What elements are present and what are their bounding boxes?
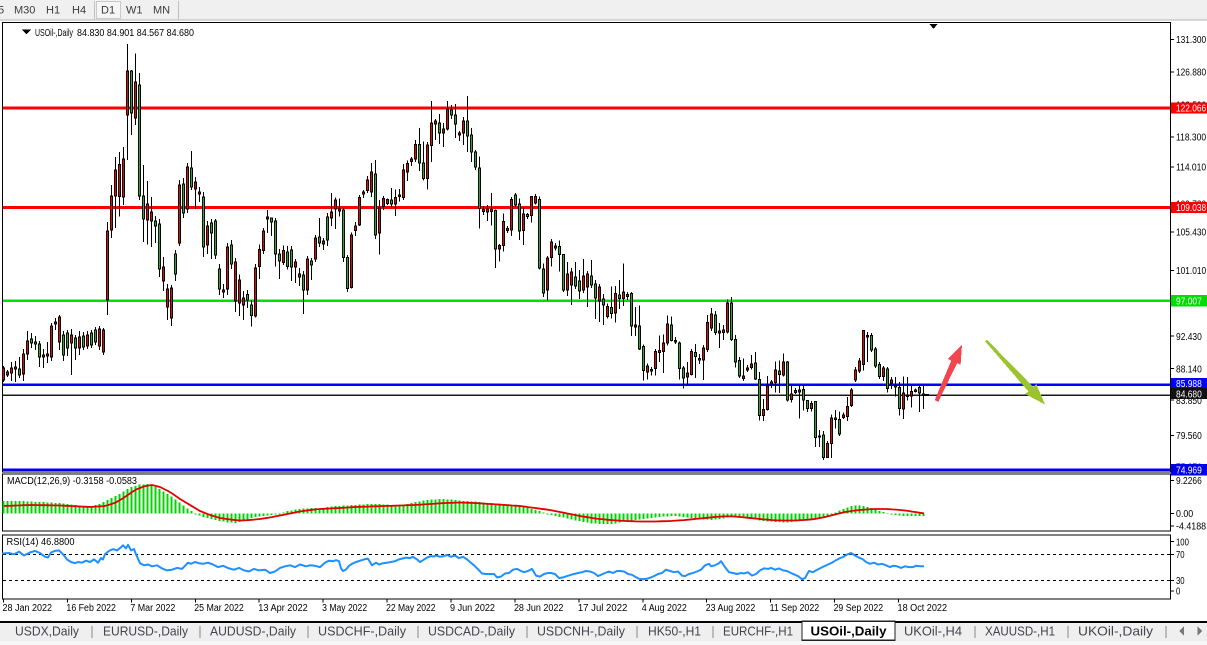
svg-text:5: 5 [0, 5, 4, 17]
svg-text:22 May 2022: 22 May 2022 [386, 603, 436, 614]
svg-text:AUDUSD-,Daily: AUDUSD-,Daily [210, 625, 297, 639]
svg-text:USDX,Daily: USDX,Daily [15, 625, 80, 639]
svg-text:H1: H1 [46, 5, 60, 17]
svg-text:UKOil-,H4: UKOil-,H4 [904, 625, 962, 639]
svg-text:XAUUSD-,H1: XAUUSD-,H1 [985, 625, 1055, 639]
svg-text:H4: H4 [72, 5, 86, 17]
svg-text:84.830 84.901 84.567 84.680: 84.830 84.901 84.567 84.680 [77, 27, 194, 39]
svg-text:USOil-,Daily: USOil-,Daily [35, 27, 73, 39]
svg-text:M30: M30 [14, 5, 35, 17]
svg-text:18 Oct 2022: 18 Oct 2022 [898, 603, 948, 614]
svg-text:118.300: 118.300 [1176, 133, 1206, 144]
svg-text:97.007: 97.007 [1176, 297, 1202, 308]
svg-text:D1: D1 [101, 5, 115, 17]
svg-text:9 Jun 2022: 9 Jun 2022 [450, 603, 495, 614]
svg-text:EURUSD-,Daily: EURUSD-,Daily [103, 625, 189, 639]
svg-text:UKOil-,Daily: UKOil-,Daily [1078, 625, 1154, 639]
svg-text:USDCAD-,Daily: USDCAD-,Daily [428, 625, 516, 639]
svg-text:29 Sep 2022: 29 Sep 2022 [834, 603, 884, 614]
svg-text:85.988: 85.988 [1176, 379, 1202, 390]
svg-text:USDCNH-,Daily: USDCNH-,Daily [537, 625, 626, 639]
svg-text:70: 70 [1176, 550, 1185, 561]
svg-text:17 Jul 2022: 17 Jul 2022 [578, 603, 628, 614]
svg-text:11 Sep 2022: 11 Sep 2022 [770, 603, 820, 614]
svg-text:100: 100 [1176, 537, 1189, 548]
svg-text:4 Aug 2022: 4 Aug 2022 [642, 603, 687, 614]
svg-text:122.066: 122.066 [1176, 104, 1206, 115]
svg-text:25 Mar 2022: 25 Mar 2022 [194, 603, 244, 614]
svg-text:28 Jan 2022: 28 Jan 2022 [3, 603, 53, 614]
svg-text:3 May 2022: 3 May 2022 [322, 603, 367, 614]
svg-text:74.969: 74.969 [1176, 466, 1202, 477]
svg-text:83.850: 83.850 [1176, 396, 1202, 407]
svg-text:109.038: 109.038 [1176, 203, 1206, 214]
svg-text:84.680: 84.680 [1176, 389, 1202, 400]
svg-text:13 Apr 2022: 13 Apr 2022 [258, 603, 308, 614]
svg-text:114.010: 114.010 [1176, 163, 1206, 174]
svg-text:131.300: 131.300 [1176, 35, 1206, 46]
svg-text:RSI(14) 46.8800: RSI(14) 46.8800 [7, 537, 75, 548]
svg-text:105.430: 105.430 [1176, 228, 1206, 239]
svg-text:0: 0 [1176, 587, 1181, 598]
svg-text:9.2266: 9.2266 [1176, 476, 1202, 487]
svg-text:101.010: 101.010 [1176, 266, 1206, 277]
svg-text:16 Feb 2022: 16 Feb 2022 [66, 603, 116, 614]
svg-text:92.430: 92.430 [1176, 332, 1202, 343]
svg-text:HK50-,H1: HK50-,H1 [648, 625, 701, 639]
svg-text:MN: MN [153, 5, 170, 17]
svg-text:7 Mar 2022: 7 Mar 2022 [130, 603, 175, 614]
svg-text:28 Jun 2022: 28 Jun 2022 [514, 603, 564, 614]
svg-text:W1: W1 [126, 5, 143, 17]
svg-text:30: 30 [1176, 576, 1185, 587]
svg-text:USDCHF-,Daily: USDCHF-,Daily [318, 625, 407, 639]
svg-text:126.880: 126.880 [1176, 68, 1206, 79]
svg-text:79.560: 79.560 [1176, 431, 1202, 442]
svg-text:USOil-,Daily: USOil-,Daily [811, 625, 887, 639]
svg-text:88.140: 88.140 [1176, 364, 1202, 375]
svg-text:23 Aug 2022: 23 Aug 2022 [706, 603, 756, 614]
svg-text:0.00: 0.00 [1176, 509, 1194, 520]
svg-text:-4.4188: -4.4188 [1176, 522, 1206, 533]
svg-text:MACD(12,26,9) -0.3158 -0.0583: MACD(12,26,9) -0.3158 -0.0583 [7, 476, 137, 487]
svg-text:EURCHF-,H1: EURCHF-,H1 [723, 625, 793, 639]
